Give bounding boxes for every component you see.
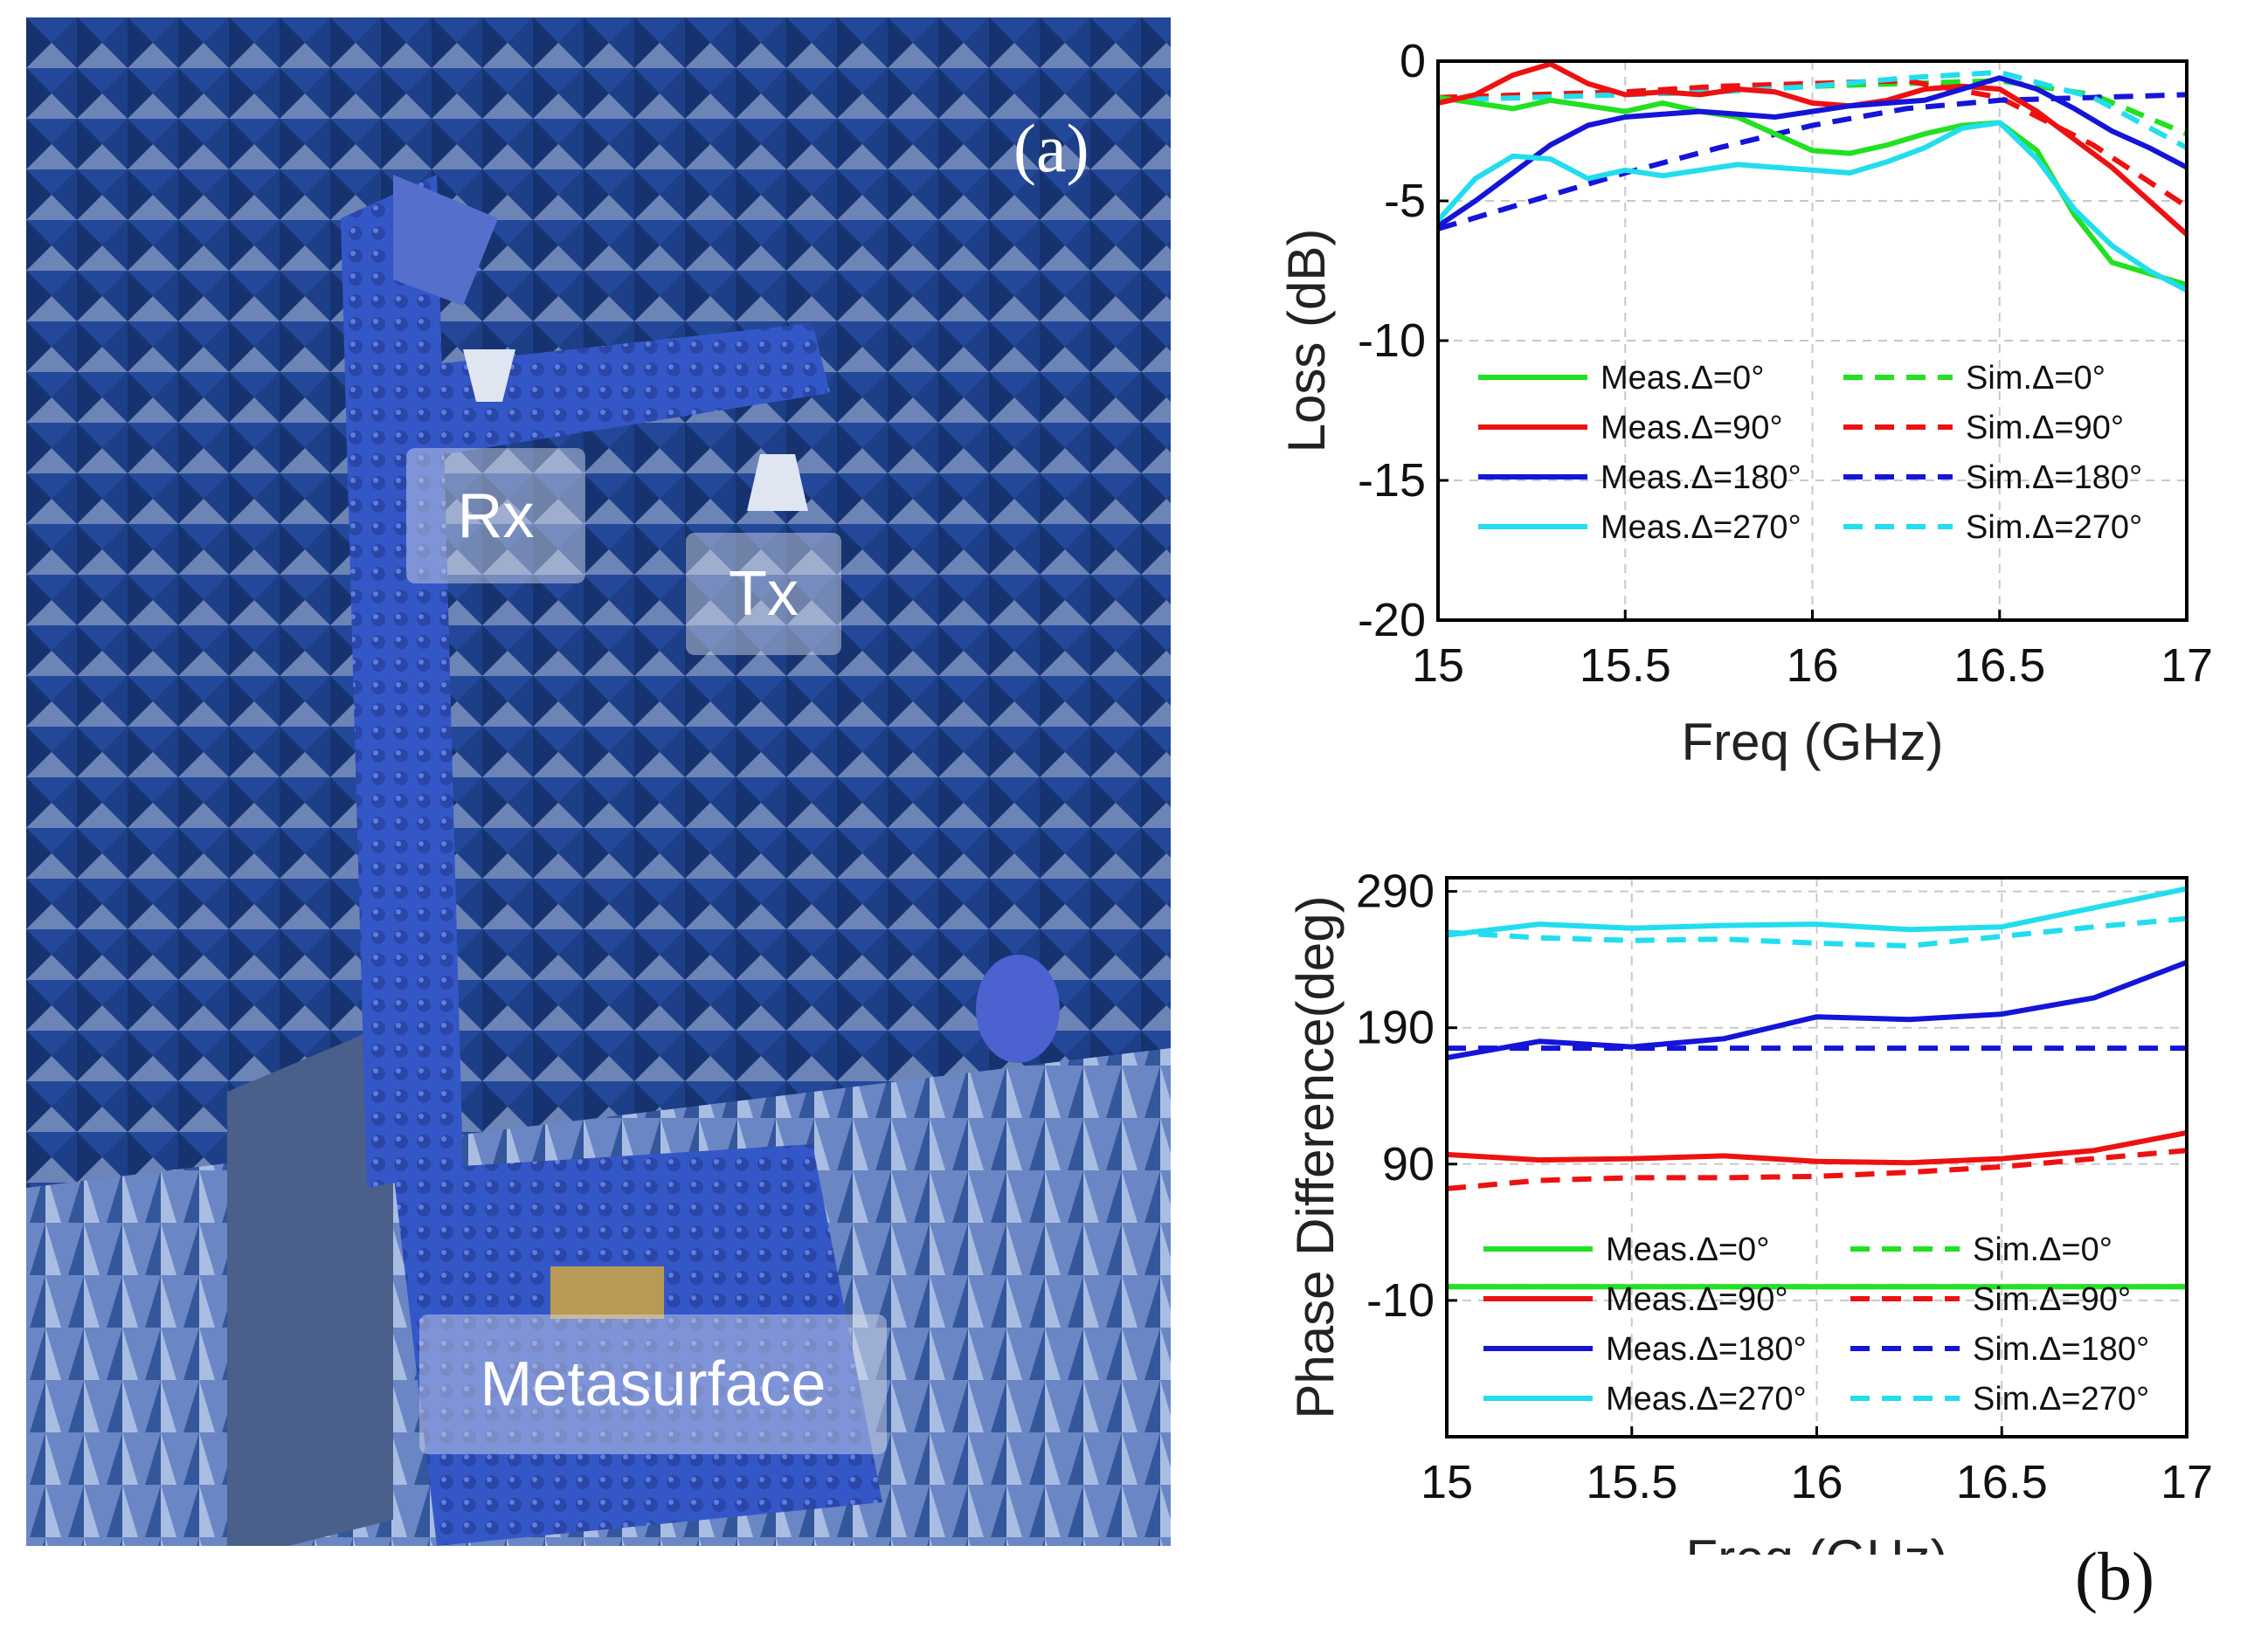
loss-series-line <box>1438 92 2187 231</box>
loss-xtick-label: 15.5 <box>1580 639 1671 692</box>
loss-legend-label: Meas.Δ=0° <box>1601 360 1764 397</box>
arm-foam <box>411 323 830 454</box>
loss-legend-label: Meas.Δ=180° <box>1601 459 1801 496</box>
phase-xtick-label: 17 <box>2161 1456 2213 1508</box>
phase-xtick-label: 16 <box>1790 1456 1843 1508</box>
phase-legend-label: Sim.Δ=0° <box>1973 1232 2112 1268</box>
tx-label: Tx <box>686 533 841 655</box>
rx-horn-antenna <box>463 349 515 402</box>
phase-ylabel: Phase Difference(deg) <box>1286 895 1345 1418</box>
phase-ytick-label: 190 <box>1356 1002 1435 1054</box>
rx-mount <box>393 175 498 306</box>
phase-axes-frame <box>1445 876 2188 1438</box>
loss-legend-label: Sim.Δ=180° <box>1966 459 2142 496</box>
tx-horn-antenna <box>747 454 808 511</box>
loss-xtick-label: 17 <box>2161 639 2213 692</box>
rx-label: Rx <box>406 448 585 583</box>
phase-difference-chart: 15 15.5 16 16.5 17 290 190 90 -10 Freq (GHz) Phase… <box>1286 866 2213 1555</box>
phase-series-line <box>1447 1129 2187 1166</box>
panel-a-label: (a) <box>1013 110 1089 186</box>
photo-panel: Rx Tx Metasurface (a) <box>26 17 1171 1546</box>
loss-axes-frame <box>1436 59 2188 622</box>
loss-legend-label: Sim.Δ=270° <box>1966 509 2142 546</box>
phase-xtick-label: 15.5 <box>1586 1456 1677 1508</box>
phase-xlabel: Freq (GHz) <box>1686 1529 1948 1555</box>
loss-legend-label: Meas.Δ=90° <box>1601 410 1783 446</box>
phase-series-line <box>1447 886 2187 938</box>
loss-ytick-label: -15 <box>1358 454 1426 507</box>
phase-legend-label: Meas.Δ=180° <box>1606 1331 1807 1368</box>
tower-foam <box>341 175 463 1188</box>
phase-ytick-label: 90 <box>1382 1138 1435 1190</box>
loss-ytick-label: -20 <box>1358 594 1426 646</box>
phase-legend-label: Sim.Δ=180° <box>1973 1331 2149 1368</box>
loss-xtick-label: 16 <box>1786 639 1838 692</box>
loss-xlabel: Freq (GHz) <box>1682 713 1944 771</box>
metasurface-board <box>550 1266 664 1319</box>
loss-chart: 15 15.5 16 16.5 17 0 -5 -10 -15 -20 Freq (GHz) Loss… <box>1277 35 2213 771</box>
loss-series-line <box>1438 61 2187 237</box>
phase-xtick-label: 16.5 <box>1956 1456 2048 1508</box>
loss-ytick-label: 0 <box>1400 35 1426 87</box>
phase-legend-label: Meas.Δ=90° <box>1606 1281 1788 1318</box>
loss-legend-label: Sim.Δ=0° <box>1966 360 2106 397</box>
phase-xtick-label: 15 <box>1421 1456 1473 1508</box>
phase-ytick-label: 290 <box>1356 866 1435 918</box>
loss-legend-label: Sim.Δ=90° <box>1966 410 2124 446</box>
phase-legend-label: Meas.Δ=0° <box>1606 1232 1769 1268</box>
phase-legend-label: Meas.Δ=270° <box>1606 1381 1807 1418</box>
equipment-rack <box>227 1022 393 1546</box>
loss-series-line <box>1438 120 2187 293</box>
panel-b-label: (b) <box>2075 1538 2154 1614</box>
loss-xtick-label: 15 <box>1412 639 1464 692</box>
metasurface-foam-platform <box>393 1144 882 1546</box>
loss-ylabel: Loss (dB) <box>1277 229 1336 453</box>
phase-ytick-label: -10 <box>1366 1274 1435 1327</box>
anechoic-chamber-photo <box>26 17 1171 1546</box>
loss-ytick-label: -10 <box>1358 314 1426 367</box>
phase-series-line <box>1447 959 2187 1060</box>
loss-series-line <box>1438 75 2187 229</box>
loss-ytick-label: -5 <box>1384 175 1426 227</box>
phase-legend-label: Sim.Δ=90° <box>1973 1281 2131 1318</box>
loss-xtick-label: 16.5 <box>1953 639 2045 692</box>
probe-antenna <box>976 955 1060 1063</box>
phase-legend-label: Sim.Δ=270° <box>1973 1381 2149 1418</box>
metasurface-label: Metasurface <box>419 1314 887 1454</box>
loss-legend-label: Meas.Δ=270° <box>1601 509 1801 546</box>
